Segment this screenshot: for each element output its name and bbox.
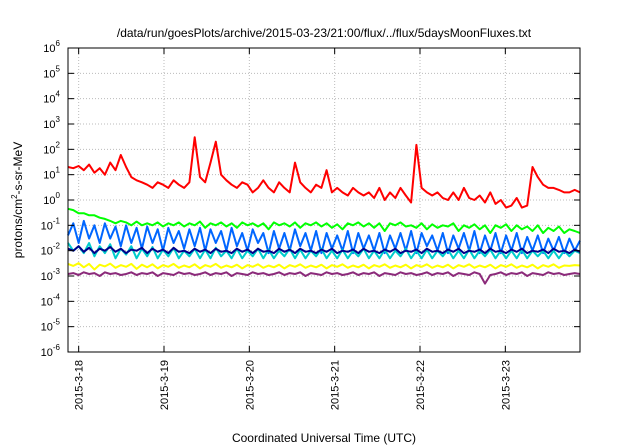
y-tick-exponent: -6 (53, 343, 61, 352)
y-tick-exponent: -5 (53, 318, 61, 327)
series-line-6 (67, 262, 581, 271)
series-line-7 (67, 271, 581, 285)
y-tick-base: 10 (41, 220, 53, 232)
y-tick-exponent: 5 (56, 64, 61, 73)
y-tick-base: 10 (43, 170, 55, 182)
y-tick-base: 10 (43, 94, 55, 106)
y-tick-base: 10 (43, 144, 55, 156)
series-line-3 (67, 219, 581, 255)
y-tick-label: 106 (43, 39, 60, 55)
series-layer (67, 136, 581, 285)
y-tick-exponent: 4 (56, 90, 61, 99)
y-tick-base: 10 (41, 246, 53, 258)
y-tick-base: 10 (43, 68, 55, 80)
x-tick-label: 2015-3-22 (415, 360, 427, 410)
y-tick-base: 10 (41, 347, 53, 359)
y-tick-base: 10 (43, 195, 55, 207)
x-tick-label: 2015-3-21 (330, 360, 342, 410)
y-tick-exponent: -2 (53, 242, 61, 251)
y-tick-base: 10 (41, 271, 53, 283)
x-tick-label: 2015-3-18 (74, 360, 86, 410)
chart-title: /data/run/goesPlots/archive/2015-03-23/2… (117, 26, 532, 40)
y-tick-exponent: 2 (56, 140, 61, 149)
x-axis-label: Coordinated Universal Time (UTC) (232, 431, 416, 445)
y-tick-label: 10-1 (41, 216, 61, 232)
y-tick-exponent: -3 (53, 267, 61, 276)
y-axis-label-sup: 2 (10, 194, 19, 199)
y-tick-labels: 10-610-510-410-310-210-11001011021031041… (41, 39, 61, 359)
y-tick-exponent: -4 (53, 292, 61, 301)
y-tick-base: 10 (41, 296, 53, 308)
y-tick-label: 101 (43, 166, 60, 182)
y-tick-exponent: 3 (56, 115, 61, 124)
y-tick-exponent: 6 (56, 39, 61, 48)
grid (68, 48, 580, 352)
y-tick-label: 104 (43, 90, 60, 106)
y-axis-label: protons/cm2-s-sr-MeV (10, 142, 25, 258)
y-tick-exponent: -1 (53, 216, 61, 225)
y-tick-base: 10 (41, 322, 53, 334)
y-tick-label: 10-5 (41, 318, 61, 334)
y-tick-exponent: 1 (56, 166, 61, 175)
y-tick-label: 103 (43, 115, 60, 131)
x-tick-labels: 2015-3-18 2015-3-19 2015-3-20 2015-3-21 2015… (74, 360, 513, 410)
series-line-5 (67, 245, 581, 255)
ticks (68, 47, 580, 353)
y-tick-label: 102 (43, 140, 60, 156)
y-tick-base: 10 (43, 43, 55, 55)
x-tick-label: 2015-3-23 (500, 360, 512, 410)
x-tick-label: 2015-3-20 (244, 360, 256, 410)
y-tick-label: 100 (43, 191, 60, 207)
y-tick-label: 10-2 (41, 242, 61, 258)
y-axis-label-base: protons/cm (11, 199, 25, 258)
y-tick-label: 105 (43, 64, 60, 80)
series-line-1 (67, 136, 581, 209)
series-line-2 (67, 207, 581, 234)
y-tick-label: 10-3 (41, 267, 61, 283)
x-tick-label: 2015-3-19 (159, 360, 171, 410)
y-axis-label-rest: -s-sr-MeV (11, 142, 25, 195)
y-tick-label: 10-4 (41, 292, 61, 308)
y-tick-label: 10-6 (41, 343, 61, 359)
y-tick-base: 10 (43, 119, 55, 131)
y-tick-exponent: 0 (56, 191, 61, 200)
